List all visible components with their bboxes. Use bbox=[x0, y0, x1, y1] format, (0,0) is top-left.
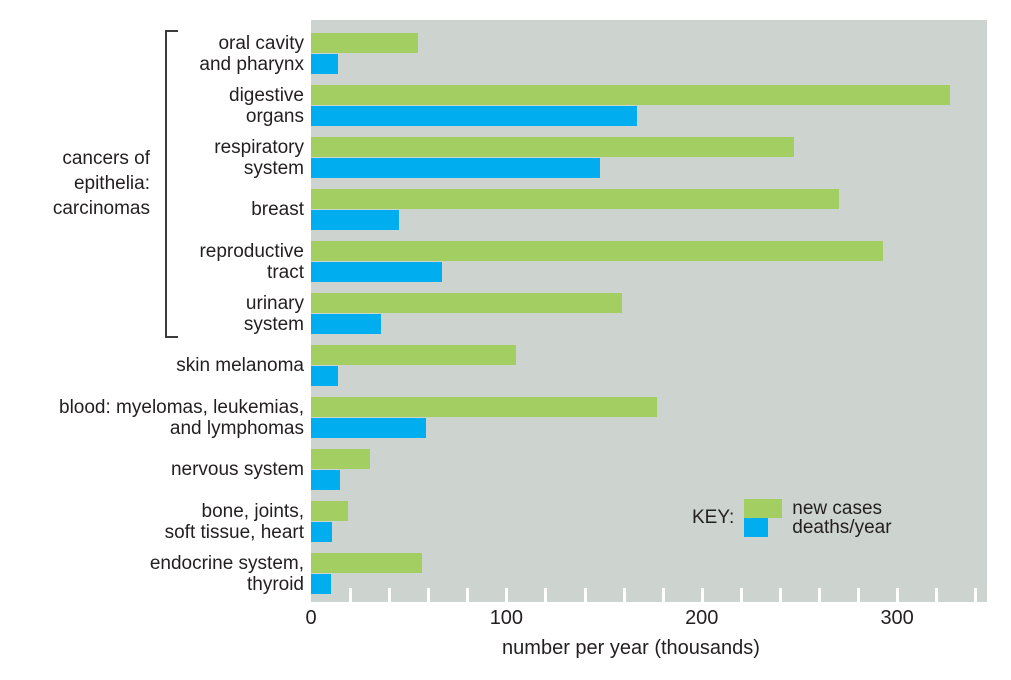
x-minor-tick bbox=[935, 588, 938, 602]
bar-new-cases-skin-melanoma bbox=[311, 345, 516, 365]
category-label-line: and pharynx bbox=[199, 53, 304, 75]
group-label-carcinomas: cancers of epithelia: carcinomas bbox=[0, 146, 150, 221]
legend-row-deaths: deaths/year bbox=[744, 516, 892, 538]
bar-deaths-skin-melanoma bbox=[311, 366, 338, 386]
category-label-line: oral cavity bbox=[218, 32, 304, 54]
category-label-line: system bbox=[243, 157, 304, 179]
group-label-line: carcinomas bbox=[52, 198, 150, 219]
category-label-line: nervous system bbox=[170, 459, 304, 480]
category-label-line: respiratory bbox=[214, 136, 304, 158]
x-minor-tick bbox=[584, 588, 587, 602]
category-label-line: and lymphomas bbox=[169, 417, 304, 439]
category-label-oral-cavity-and-pharynx: oral cavity and pharynx bbox=[0, 32, 304, 75]
x-minor-tick bbox=[662, 588, 665, 602]
category-label-line: bone, joints, bbox=[201, 500, 304, 522]
x-axis-tick-label-300: 300 bbox=[880, 607, 914, 629]
bar-new-cases-breast bbox=[311, 189, 839, 209]
bar-deaths-nervous-system bbox=[311, 470, 340, 490]
x-minor-tick bbox=[623, 588, 626, 602]
new-cases-swatch-icon bbox=[744, 499, 783, 518]
category-label-respiratory-system: respiratory system bbox=[0, 136, 304, 179]
legend-title: KEY: bbox=[692, 507, 735, 528]
category-label-line: soft tissue, heart bbox=[164, 521, 304, 543]
x-minor-tick bbox=[779, 588, 782, 602]
category-label-urinary-system: urinary system bbox=[0, 292, 304, 335]
x-minor-tick bbox=[701, 588, 704, 602]
category-label-nervous-system: nervous system bbox=[0, 449, 304, 490]
category-label-line: digestive bbox=[229, 84, 304, 106]
bar-new-cases-urinary-system bbox=[311, 293, 622, 313]
category-label-line: endocrine system, bbox=[149, 552, 304, 574]
x-minor-tick bbox=[818, 588, 821, 602]
x-axis-tick-label-0: 0 bbox=[305, 607, 317, 629]
category-label-line: reproductive bbox=[199, 240, 304, 262]
category-label-line: organs bbox=[245, 105, 304, 127]
category-label-line: urinary bbox=[245, 292, 304, 314]
legend: KEY: new cases deaths/year bbox=[692, 497, 892, 538]
bar-new-cases-endocrine-system-thyroid bbox=[311, 553, 422, 573]
category-label-endocrine-system-thyroid: endocrine system, thyroid bbox=[0, 552, 304, 595]
category-label-line: breast bbox=[251, 199, 304, 220]
legend-swatch-cell bbox=[744, 518, 782, 537]
x-minor-tick bbox=[857, 588, 860, 602]
bar-new-cases-digestive-organs bbox=[311, 85, 950, 105]
bracket-line bbox=[165, 30, 167, 338]
bar-new-cases-respiratory-system bbox=[311, 137, 794, 157]
bar-deaths-respiratory-system bbox=[311, 158, 600, 178]
category-label-line: thyroid bbox=[246, 573, 304, 595]
bar-new-cases-oral-cavity-and-pharynx bbox=[311, 33, 418, 53]
legend-label-new-cases: new cases bbox=[792, 497, 883, 519]
bar-deaths-endocrine-system-thyroid bbox=[311, 574, 331, 594]
x-minor-tick bbox=[505, 588, 508, 602]
category-label-line: system bbox=[243, 313, 304, 335]
bar-deaths-blood-myelomas-leukemias-lymphomas bbox=[311, 418, 426, 438]
category-label-line: blood: myelomas, leukemias, bbox=[59, 396, 304, 418]
x-minor-tick bbox=[427, 588, 430, 602]
x-minor-tick bbox=[544, 588, 547, 602]
bar-new-cases-blood-myelomas-leukemias-lymphomas bbox=[311, 397, 657, 417]
group-label-line: cancers of bbox=[62, 148, 150, 169]
x-minor-tick bbox=[388, 588, 391, 602]
x-axis-tick-label-200: 200 bbox=[685, 607, 719, 629]
bar-new-cases-bone-joints-soft-tissue-heart bbox=[311, 501, 348, 521]
x-minor-tick bbox=[896, 588, 899, 602]
legend-row-new-cases: new cases bbox=[744, 497, 891, 519]
legend-rows: new cases deaths/year bbox=[744, 497, 892, 538]
bar-new-cases-reproductive-tract bbox=[311, 241, 883, 261]
bracket-cap-bottom bbox=[165, 336, 178, 338]
deaths-swatch-icon bbox=[744, 518, 769, 537]
category-label-skin-melanoma: skin melanoma bbox=[0, 345, 304, 386]
bar-deaths-breast bbox=[311, 210, 399, 230]
category-label-bone-joints-soft-tissue-heart: bone, joints, soft tissue, heart bbox=[0, 500, 304, 543]
category-label-line: tract bbox=[267, 261, 304, 283]
x-minor-tick bbox=[349, 588, 352, 602]
bar-deaths-bone-joints-soft-tissue-heart bbox=[311, 522, 332, 542]
category-label-blood-myelomas-leukemias-lymphomas: blood: myelomas, leukemias, and lymphomas bbox=[0, 396, 304, 439]
category-label-line: skin melanoma bbox=[176, 355, 304, 376]
bar-deaths-digestive-organs bbox=[311, 106, 637, 126]
legend-swatch-cell bbox=[744, 499, 783, 518]
bar-new-cases-nervous-system bbox=[311, 449, 370, 469]
category-label-reproductive-tract: reproductive tract bbox=[0, 240, 304, 283]
x-axis-title: number per year (thousands) bbox=[502, 637, 760, 659]
bracket-cap-top bbox=[165, 30, 178, 32]
bar-deaths-oral-cavity-and-pharynx bbox=[311, 54, 338, 74]
group-label-line: epithelia: bbox=[73, 173, 150, 194]
plot-area bbox=[311, 20, 987, 602]
bar-deaths-reproductive-tract bbox=[311, 262, 442, 282]
x-minor-tick bbox=[740, 588, 743, 602]
legend-label-deaths: deaths/year bbox=[792, 516, 892, 538]
x-minor-tick bbox=[466, 588, 469, 602]
bar-deaths-urinary-system bbox=[311, 314, 381, 334]
category-label-digestive-organs: digestive organs bbox=[0, 84, 304, 127]
category-label-breast: breast bbox=[0, 189, 304, 230]
x-axis-tick-label-100: 100 bbox=[489, 607, 524, 629]
x-minor-tick bbox=[974, 588, 977, 602]
